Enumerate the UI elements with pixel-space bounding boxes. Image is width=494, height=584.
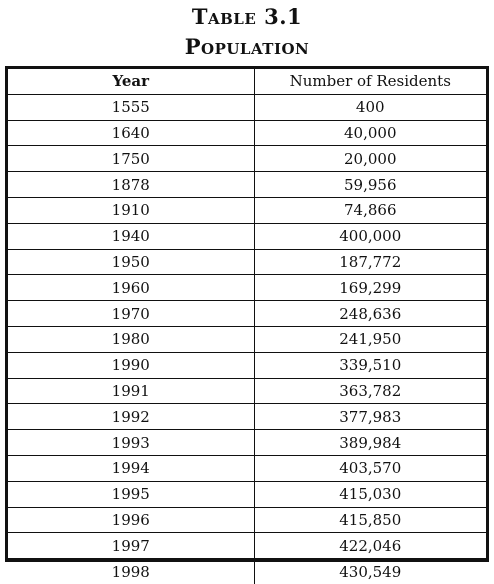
residents-cell: 422,046 — [253, 532, 486, 560]
residents-cell: 187,772 — [253, 248, 486, 276]
table-row: 1980 241,950 — [8, 325, 486, 353]
year-cell: 1996 — [8, 506, 255, 534]
table-row: 1996 415,850 — [8, 506, 486, 534]
table-row: 1910 74,866 — [8, 196, 486, 224]
table-row: 1640 40,000 — [8, 119, 486, 147]
residents-cell: 339,510 — [253, 351, 486, 379]
table-row: 1878 59,956 — [8, 171, 486, 198]
residents-cell: 389,984 — [253, 429, 486, 456]
year-cell: 1750 — [8, 145, 255, 173]
residents-cell: 40,000 — [253, 119, 486, 147]
table-row: 1993 389,984 — [8, 429, 486, 456]
table-caption: Table 3.1 Population — [0, 2, 494, 62]
year-cell: 1992 — [8, 403, 255, 431]
year-cell: 1998 — [8, 558, 255, 584]
residents-cell: 248,636 — [253, 300, 486, 327]
residents-cell: 59,956 — [253, 171, 486, 198]
residents-cell: 415,030 — [253, 480, 486, 508]
column-header-residents: Number of Residents — [253, 69, 486, 95]
residents-cell: 400 — [253, 93, 486, 121]
residents-cell: 241,950 — [253, 325, 486, 353]
table-row: 1555 400 — [8, 93, 486, 121]
residents-cell: 169,299 — [253, 274, 486, 302]
table-row: 1970 248,636 — [8, 300, 486, 327]
year-cell: 1910 — [8, 196, 255, 224]
year-cell: 1960 — [8, 274, 255, 302]
table-row: 1750 20,000 — [8, 145, 486, 173]
population-table: Year Number of Residents 1555 400 1640 40,0… — [8, 69, 486, 584]
column-header-year: Year — [8, 69, 255, 95]
residents-cell: 377,983 — [253, 403, 486, 431]
table-row: 1950 187,772 — [8, 248, 486, 276]
population-table-frame: Year Number of Residents 1555 400 1640 40,0… — [5, 66, 489, 584]
year-cell: 1878 — [8, 171, 255, 198]
table-row: 1940 400,000 — [8, 222, 486, 250]
year-cell: 1995 — [8, 480, 255, 508]
table-row: 1990 339,510 — [8, 351, 486, 379]
residents-cell: 20,000 — [253, 145, 486, 173]
residents-cell: 363,782 — [253, 377, 486, 405]
residents-cell: 415,850 — [253, 506, 486, 534]
table-row: 1995 415,030 — [8, 480, 486, 508]
table-row: 1994 403,570 — [8, 454, 486, 482]
table-row: 1997 422,046 — [8, 532, 486, 560]
table-row: 1992 377,983 — [8, 403, 486, 431]
year-cell: 1980 — [8, 325, 255, 353]
residents-cell: 74,866 — [253, 196, 486, 224]
year-cell: 1991 — [8, 377, 255, 405]
year-cell: 1997 — [8, 532, 255, 560]
table-header-row: Year Number of Residents — [8, 69, 486, 95]
residents-cell: 403,570 — [253, 454, 486, 482]
year-cell: 1993 — [8, 429, 255, 456]
year-cell: 1940 — [8, 222, 255, 250]
residents-cell: 430,549 — [253, 558, 486, 584]
table-subtitle: Population — [184, 34, 310, 59]
table-row: 1991 363,782 — [8, 377, 486, 405]
year-cell: 1970 — [8, 300, 255, 327]
table-row: 1960 169,299 — [8, 274, 486, 302]
year-cell: 1994 — [8, 454, 255, 482]
table-row: 1998 430,549 — [8, 558, 486, 584]
year-cell: 1990 — [8, 351, 255, 379]
table-title: Table 3.1 — [191, 4, 303, 29]
residents-cell: 400,000 — [253, 222, 486, 250]
year-cell: 1950 — [8, 248, 255, 276]
table-body: 1555 400 1640 40,000 1750 20,000 1878 59,956 191… — [8, 93, 486, 584]
year-cell: 1640 — [8, 119, 255, 147]
year-cell: 1555 — [8, 93, 255, 121]
